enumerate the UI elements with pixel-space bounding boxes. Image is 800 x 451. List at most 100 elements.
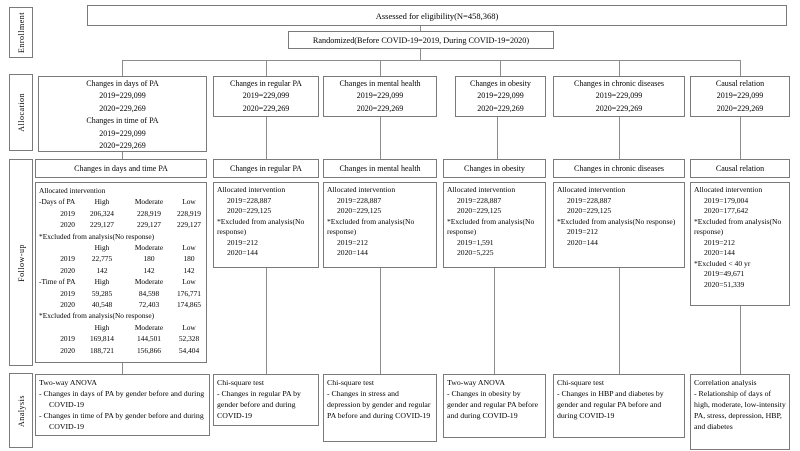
table-cell: 156,866 xyxy=(136,345,162,355)
text-line: 2020=144 xyxy=(567,237,598,247)
table-row: 2019 206,324 228,919 228,919 xyxy=(39,208,203,219)
analysis-items: - Changes in HBP and diabetes by gender … xyxy=(557,388,681,421)
analysis-box-causal-relation: Correlation analysis - Relationship of d… xyxy=(690,374,790,450)
allocation-box-chronic-diseases: Changes in chronic diseases 2019=229,099 2… xyxy=(553,76,685,117)
text-line: 2019=212 xyxy=(227,237,258,247)
allocation-box-days-time-pa: Changes in days of PA 2019=229,099 2020=22… xyxy=(38,76,207,152)
table-cell: Low xyxy=(182,277,196,287)
table-row: 2020 229,127 229,127 229,127 xyxy=(39,219,203,230)
text-line: *Excluded from analysis(No response) xyxy=(694,216,782,237)
followup-header-days-time-pa: Changes in days and time PA xyxy=(35,159,207,178)
table-cell: -Days of PA xyxy=(39,197,76,207)
text-line: - Changes in stress and depression by ge… xyxy=(327,389,431,420)
text-line: 2020=144 xyxy=(337,248,368,257)
connector-line xyxy=(380,268,381,374)
text-line: 2019=228,887 xyxy=(567,195,612,205)
connector-line xyxy=(420,26,421,31)
analysis-items: - Changes in days of PA by gender before… xyxy=(39,388,206,432)
table-row: 2019 169,814 144,501 52,328 xyxy=(39,333,203,344)
stage-label-text: Allocation xyxy=(16,93,26,132)
table-cell: Moderate xyxy=(134,322,164,332)
text-line: 2019=228,887 xyxy=(457,195,502,205)
text-line: 2020=51,339 xyxy=(704,279,745,289)
table-cell: 228,919 xyxy=(176,208,202,218)
table-cell: High xyxy=(94,322,110,332)
text-line: 2019=1,591 xyxy=(457,237,494,247)
table-cell: 169,814 xyxy=(89,334,115,344)
table-cell: 206,324 xyxy=(89,208,115,218)
table-cell xyxy=(39,242,79,253)
connector-line xyxy=(122,60,123,76)
table-row: 2020 40,548 72,403 174,865 xyxy=(39,299,203,310)
connector-line xyxy=(420,49,421,60)
analysis-items: - Changes in obesity by gender and regul… xyxy=(447,388,542,421)
text-line: 2019=229,099 xyxy=(595,91,643,101)
table-cell: Low xyxy=(182,197,196,207)
table-cell: Moderate xyxy=(134,277,164,287)
analysis-title: Two-way ANOVA xyxy=(447,378,505,387)
table-cell: Low xyxy=(182,243,196,253)
stage-label-text: Follow-up xyxy=(16,243,26,282)
table-cell: 2020 xyxy=(60,220,75,230)
table-cell: 52,328 xyxy=(178,334,200,344)
table-cell: 229,127 xyxy=(136,220,162,230)
text-line: 2020=229,125 xyxy=(567,206,612,215)
connector-line xyxy=(266,268,267,374)
followup-header-chronic-diseases: Changes in chronic diseases xyxy=(553,159,685,178)
analysis-title: Chi-square test xyxy=(327,378,374,387)
connector-line xyxy=(266,117,267,159)
text-line: 2020=229,125 xyxy=(457,206,502,215)
text-line: Changes in time of PA xyxy=(86,116,159,126)
allocation-box-causal-relation: Causal relation 2019=229,099 2020=229,269 xyxy=(690,76,790,117)
followup-box-mental-health: Allocated intervention 2019=228,887 2020=2… xyxy=(323,182,437,268)
followup-header-text: Changes in chronic diseases xyxy=(574,164,664,173)
connector-line xyxy=(122,363,123,374)
followup-box-causal-relation: Allocated intervention 2019=179,004 2020=1… xyxy=(690,182,790,306)
allocation-box-mental-health: Changes in mental health 2019=229,099 2020… xyxy=(323,76,437,117)
followup-header-text: Changes in obesity xyxy=(464,164,525,173)
text-line: 2020=229,269 xyxy=(356,103,404,113)
table-cell: High xyxy=(94,243,110,253)
text-line: 2019=212 xyxy=(567,227,598,236)
table-row: 2019 22,775 180 180 xyxy=(39,253,203,264)
analysis-items: - Changes in regular PA by gender before… xyxy=(217,388,315,421)
text-line: 2020=229,125 xyxy=(337,206,382,215)
connector-line xyxy=(740,306,741,374)
followup-header-mental-health: Changes in mental health xyxy=(323,159,437,178)
text-line: 2020=144 xyxy=(227,248,258,257)
table-cell: 228,919 xyxy=(136,208,162,218)
followup-box-chronic-diseases: Allocated intervention 2019=228,887 2020=2… xyxy=(553,182,685,268)
followup-header-text: Changes in regular PA xyxy=(230,164,302,173)
text-line: *Excluded < 40 yr xyxy=(694,258,751,268)
text-line: 2019=229,099 xyxy=(99,91,146,101)
text-line: 2019=49,671 xyxy=(704,269,745,278)
connector-line xyxy=(266,60,267,76)
followup-header-text: Changes in days and time PA xyxy=(74,164,168,173)
analysis-title: Correlation analysis xyxy=(694,378,757,387)
connector-line xyxy=(494,268,495,374)
table-cell: Moderate xyxy=(134,197,164,207)
text-line: *Excluded from analysis(No response) xyxy=(217,216,305,237)
text-line: 2019=212 xyxy=(704,237,735,247)
followup-header-regular-pa: Changes in regular PA xyxy=(213,159,319,178)
stage-label-allocation: Allocation xyxy=(9,74,33,151)
text-line: 2019=228,887 xyxy=(337,195,382,205)
text-line: *Excluded from analysis(No response) xyxy=(39,231,155,241)
text-line: Allocated intervention xyxy=(694,185,763,194)
analysis-items: - Relationship of days of high, moderate… xyxy=(694,388,786,432)
connector-line xyxy=(497,117,498,159)
text-line: 2019=229,099 xyxy=(716,91,764,101)
text-line: 2020=229,125 xyxy=(227,206,272,215)
connector-line xyxy=(380,117,381,159)
text-line: Allocated intervention xyxy=(447,185,516,194)
analysis-box-obesity: Two-way ANOVA - Changes in obesity by ge… xyxy=(443,374,546,438)
text-line: 2019=229,099 xyxy=(356,91,404,101)
table-cell: High xyxy=(94,197,110,207)
text-line: Changes in mental health xyxy=(339,79,421,88)
followup-box-days-time-pa: Allocated intervention -Days of PA High Mod… xyxy=(35,182,207,363)
table-row: 2020 188,721 156,866 54,404 xyxy=(39,345,203,356)
connector-line xyxy=(740,117,741,159)
table-cell: 2020 xyxy=(60,300,75,310)
followup-header-text: Causal relation xyxy=(715,164,765,173)
text-line: 2020=229,269 xyxy=(716,103,764,113)
